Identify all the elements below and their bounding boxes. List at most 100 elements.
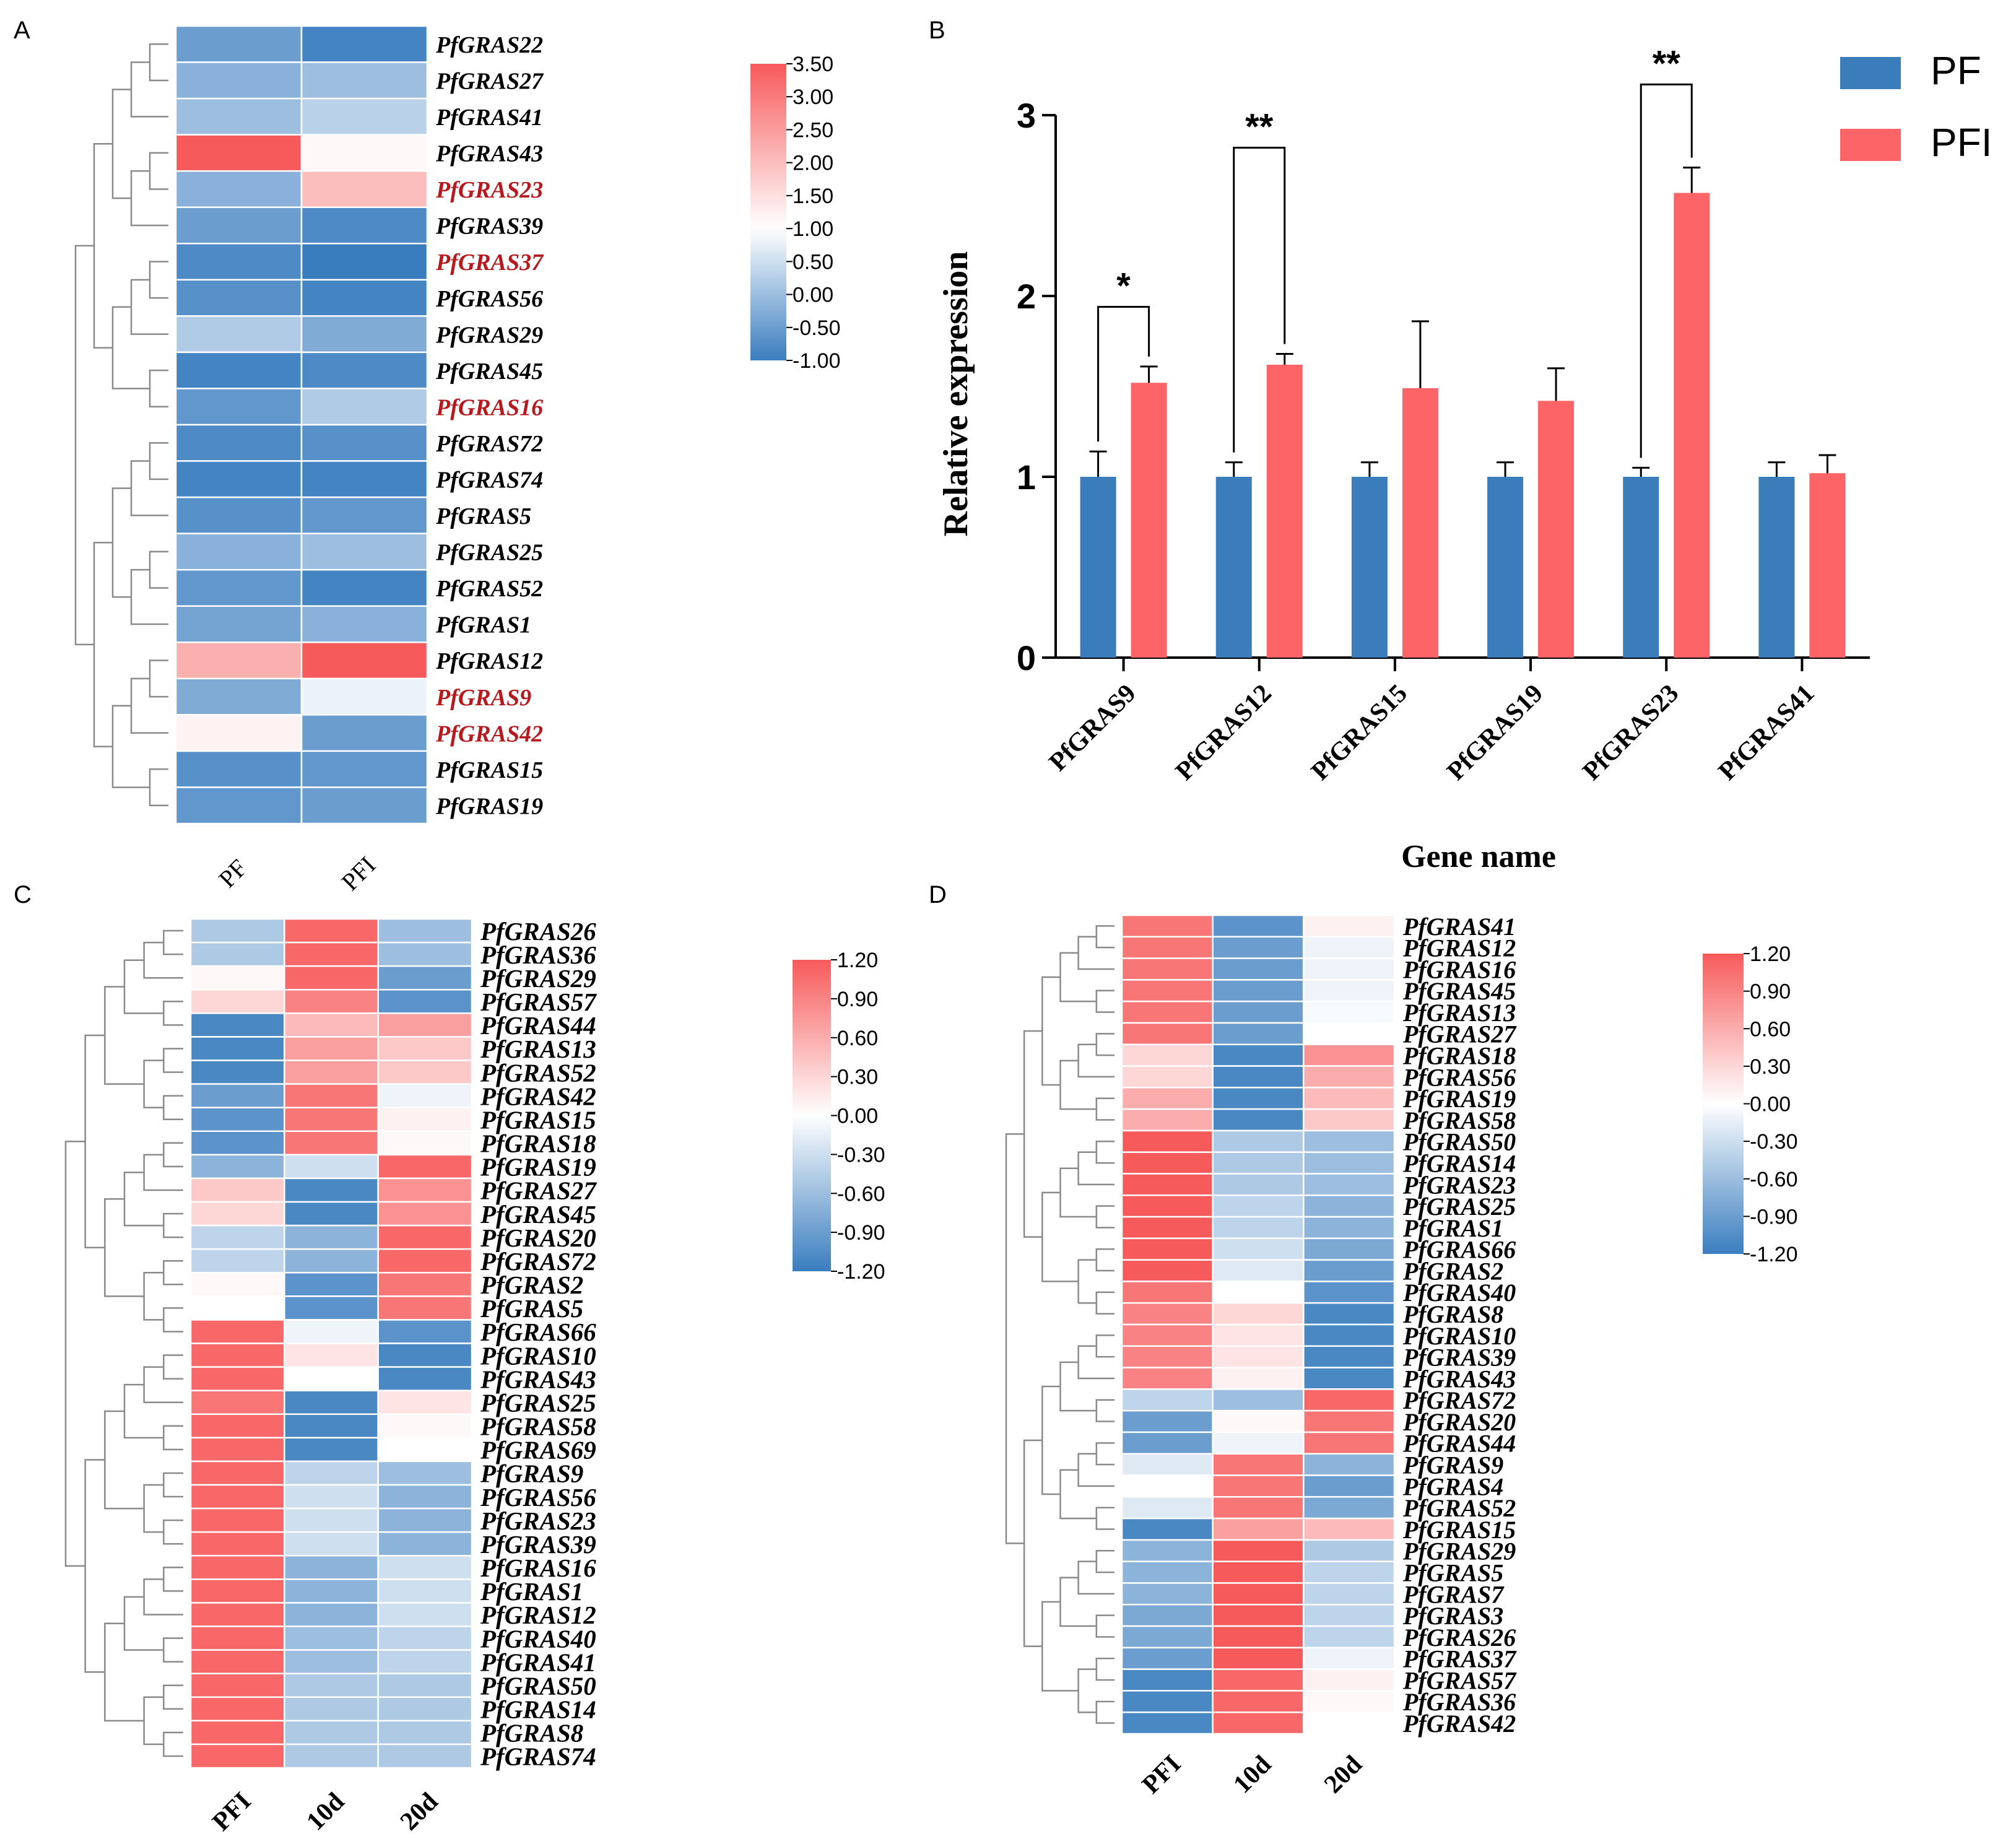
panel-c-colorbar-tick-label: -0.90 [837,1221,885,1245]
panel-c-gene-label: PfGRAS43 [480,1365,596,1393]
panel-a-colorbar-tick-label: 2.00 [793,152,833,175]
panel-a-cell [300,351,428,389]
panel-a-dendrogram-branch [149,442,168,481]
panel-c-cell [377,1342,473,1368]
panel-d-gene-label: PfGRAS16 [1402,955,1516,983]
panel-d-dendrogram-branch [1041,1191,1079,1282]
panel-c-cell [377,1295,473,1321]
panel-c-gene-label: PfGRAS1 [480,1577,583,1606]
panel-c-cell [377,1625,473,1651]
panel-d-gene-label: PfGRAS15 [1402,1516,1516,1544]
panel-d-cell [1121,1323,1214,1347]
panel-d-dendrogram-branch [1059,1577,1097,1627]
panel-d-cell [1303,1496,1396,1520]
panel-c-gene-label: PfGRAS66 [480,1318,596,1346]
panel-a-cell [175,750,303,788]
panel-c-gene-label: PfGRAS8 [480,1719,583,1747]
panel-a-gene-label: PfGRAS74 [435,467,543,493]
panel-b-letter: B [929,17,945,44]
panel-a-gene-label: PfGRAS15 [435,757,543,783]
panel-c-cell [377,1390,473,1416]
panel-d-dendrogram-branch [1041,1385,1061,1495]
panel-c-cell [377,1201,473,1227]
panel-a-gene-label: PfGRAS22 [435,32,543,58]
panel-d-cell [1212,1302,1305,1326]
panel-c-dendrogram-branch [84,1459,105,1673]
panel-c-cell [284,918,379,944]
panel-c-gene-label: PfGRAS45 [480,1200,596,1229]
panel-c-dendrogram-branch [163,1472,183,1498]
panel-c-dendrogram-branch [104,986,144,1085]
bar-pf-pfgras41 [1758,477,1795,658]
panel-c-gene-label: PfGRAS50 [480,1671,596,1700]
panel-a-colorbar-tick-label: 1.50 [793,185,833,208]
panel-c-cell [284,1555,379,1580]
panel-c-cell [284,1437,379,1463]
panel-a-dendrogram-branch [111,705,150,788]
panel-d-cell [1121,1604,1214,1627]
panel-d-gene-label: PfGRAS40 [1402,1279,1516,1307]
panel-d-cell [1303,1474,1396,1498]
panel-a-cell [175,533,303,571]
panel-d-colorbar-tick-label: 0.30 [1750,1055,1791,1079]
panel-c-gene-label: PfGRAS74 [480,1742,596,1771]
panel-a-colorbar-tick-label: 3.00 [793,85,833,109]
panel-d-cell [1121,1647,1214,1670]
panel-a-colorbar-tick-label: -1.00 [793,349,841,373]
panel-a-gene-label: PfGRAS25 [435,540,543,566]
panel-a-cell [175,206,303,245]
panel-c-dendrogram-branch [163,1048,183,1073]
panel-d-cell [1212,1194,1305,1218]
panel-d-cell [1303,1345,1396,1368]
panel-a-cell [300,460,428,498]
panel-d-dendrogram-branch [1077,936,1114,970]
panel-c-colorbar-tick-label: 0.60 [837,1027,878,1050]
panel-d-cell [1121,1237,1214,1261]
panel-a-gene-label: PfGRAS52 [435,576,543,602]
panel-a-gene-label: PfGRAS41 [435,105,543,131]
panel-a-cell [175,714,303,752]
panel-c-dendrogram-branch [123,1172,164,1227]
panel-d-dendrogram-branch [1095,1442,1114,1466]
panel-a-dendrogram-branch [149,261,168,299]
panel-a-cell [175,279,303,317]
panel-a-gene-label: PfGRAS9 [435,685,531,711]
bar-pfi-pfgras23 [1674,193,1710,658]
panel-d-cell [1212,1560,1305,1584]
panel-d-cell [1303,1281,1396,1304]
panel-d-dendrogram-branch [1077,1043,1114,1078]
panel-d-cell [1303,1539,1396,1562]
panel-d-cell [1121,1151,1214,1175]
panel-d-cell [1121,1560,1214,1584]
panel-d-gene-label: PfGRAS23 [1402,1171,1516,1199]
panel-d-cell [1212,1237,1305,1261]
panel-d-cell [1212,1323,1305,1347]
panel-c-cell [189,1720,285,1746]
panel-d-cell [1212,1517,1305,1541]
panel-c-cell [189,1319,285,1344]
panel-a-gene-label: PfGRAS42 [435,721,543,747]
panel-d-cell [1303,1604,1396,1627]
panel-d-cell [1121,1625,1214,1649]
panel-d-gene-label: PfGRAS58 [1402,1107,1516,1134]
panel-c-cell [284,965,379,991]
panel-a-dendrogram-branch [111,306,150,389]
panel-c-gene-label: PfGRAS40 [480,1624,596,1653]
panel-c-cell [189,1743,285,1769]
panel-d-cell [1121,1129,1214,1153]
panel-d-colorbar-tick-label: -1.20 [1750,1243,1798,1266]
panel-d-cell [1212,1539,1305,1562]
panel-a-colorbar-tick-label: 0.00 [793,284,833,307]
y-tick-label: 2 [1017,277,1036,316]
panel-a-gene-label: PfGRAS29 [435,322,543,348]
panel-c-dendrogram-branch [143,1484,164,1533]
panel-d-cell [1303,1409,1396,1434]
panel-a-cell [300,786,428,825]
panel-c-cell [284,1342,379,1368]
panel-c-colorbar-tick-label: 0.30 [837,1066,878,1089]
panel-c-cell [284,1531,379,1557]
panel-c-cell [377,1673,473,1699]
panel-d-gene-label: PfGRAS43 [1402,1365,1516,1393]
panel-d-dendrogram-branch [1077,1345,1114,1380]
